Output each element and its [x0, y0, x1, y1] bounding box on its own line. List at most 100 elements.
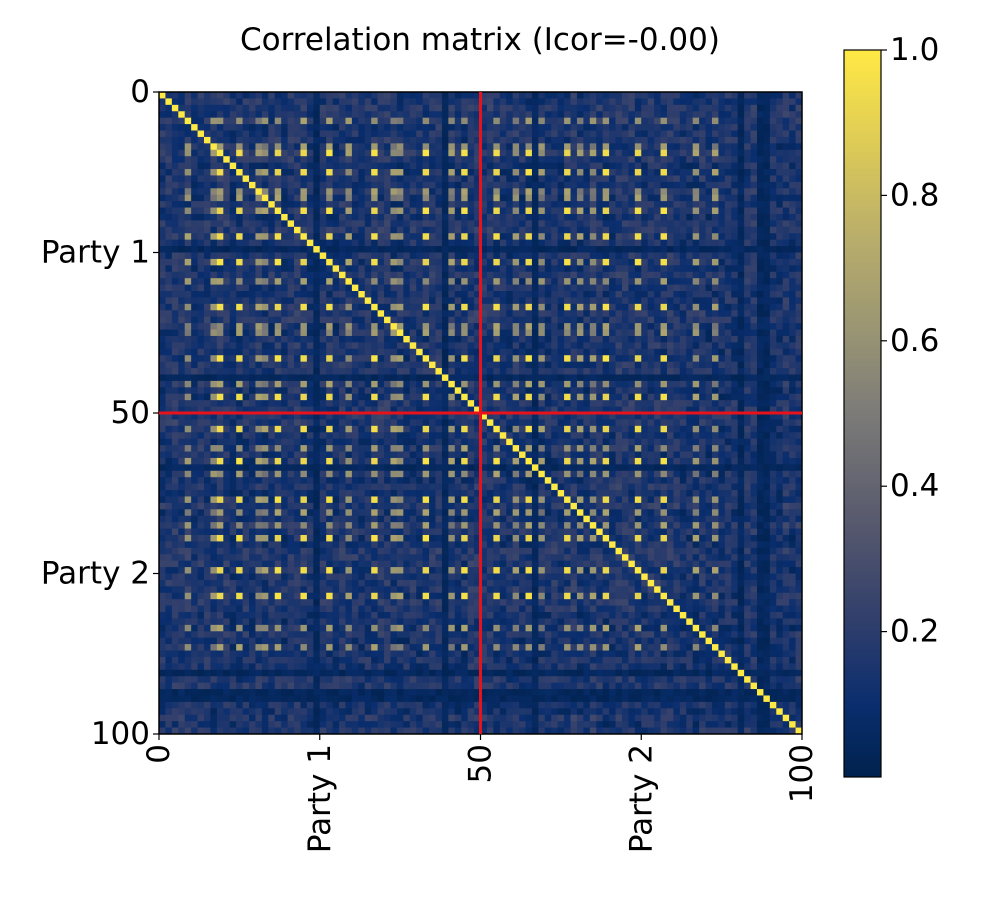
heatmap-cell [602, 374, 610, 382]
heatmap-cell [718, 220, 726, 228]
heatmap-cell [718, 149, 726, 157]
heatmap-cell [229, 188, 237, 196]
heatmap-cell [287, 104, 295, 112]
heatmap-cell [718, 156, 726, 164]
heatmap-cell [519, 239, 526, 247]
heatmap-cell [615, 111, 623, 119]
heatmap-cell [184, 213, 192, 221]
heatmap-cell [441, 374, 449, 382]
heatmap-cell [396, 310, 404, 318]
heatmap-cell [409, 162, 417, 170]
heatmap-cell [602, 124, 610, 131]
heatmap-cell [654, 233, 661, 241]
heatmap-cell [281, 271, 289, 279]
heatmap-cell [705, 226, 713, 234]
heatmap-cell [731, 188, 739, 196]
heatmap-cell [634, 220, 642, 228]
heatmap-cell [551, 220, 559, 228]
heatmap-cell [795, 303, 803, 311]
heatmap-cell [306, 374, 314, 382]
heatmap-cell [763, 252, 771, 260]
heatmap-cell [480, 156, 488, 164]
heatmap-cell [686, 181, 694, 189]
heatmap-cell [223, 136, 231, 144]
heatmap-cell [159, 220, 166, 228]
heatmap-cell [538, 220, 546, 228]
heatmap-cell [506, 117, 514, 125]
heatmap-cell [512, 323, 520, 330]
heatmap-cell [769, 220, 777, 228]
heatmap-cell [519, 278, 526, 286]
heatmap-cell [525, 124, 533, 131]
heatmap-cell [602, 149, 610, 157]
heatmap-cell [364, 201, 372, 209]
heatmap-cell [705, 194, 713, 202]
heatmap-cell [229, 207, 237, 215]
heatmap-cell [178, 393, 186, 401]
heatmap-cell [229, 143, 237, 151]
heatmap-cell [223, 355, 231, 363]
heatmap-cell [448, 355, 456, 363]
heatmap-cell [654, 265, 661, 273]
heatmap-cell [776, 335, 784, 343]
heatmap-cell [538, 374, 546, 382]
heatmap-cell [332, 149, 340, 157]
heatmap-cell [229, 213, 237, 221]
heatmap-cell [448, 111, 456, 119]
heatmap-cell [236, 207, 244, 215]
heatmap-cell [474, 310, 481, 318]
heatmap-cell [403, 271, 411, 279]
heatmap-cell [461, 380, 469, 388]
heatmap-cell [332, 258, 340, 266]
heatmap-cell [596, 361, 604, 369]
heatmap-cell [236, 380, 244, 388]
heatmap-cell [776, 162, 784, 170]
heatmap-cell [351, 278, 359, 286]
heatmap-cell [564, 400, 571, 408]
heatmap-cell [506, 335, 514, 343]
heatmap-cell [583, 335, 591, 343]
heatmap-cell [692, 149, 700, 157]
heatmap-cell [795, 136, 803, 144]
heatmap-cell [377, 355, 385, 363]
heatmap-cell [403, 201, 411, 209]
heatmap-cell [724, 92, 732, 99]
heatmap-cell [345, 265, 353, 273]
heatmap-cell [763, 213, 771, 221]
heatmap-cell [178, 220, 186, 228]
heatmap-cell [191, 92, 199, 99]
heatmap-cell [493, 239, 501, 247]
heatmap-cell [486, 111, 494, 119]
heatmap-cell [570, 387, 578, 395]
heatmap-cell [287, 323, 295, 330]
heatmap-cell [525, 297, 533, 305]
heatmap-cell [229, 335, 237, 343]
heatmap-cell [197, 297, 205, 305]
heatmap-cell [564, 348, 571, 356]
heatmap-cell [416, 393, 424, 401]
heatmap-cell [351, 323, 359, 330]
heatmap-cell [454, 181, 462, 189]
heatmap-cell [242, 374, 250, 382]
heatmap-cell [467, 149, 475, 157]
heatmap-cell [159, 111, 166, 119]
heatmap-cell [660, 303, 668, 311]
heatmap-cell [467, 368, 475, 375]
heatmap-cell [480, 162, 488, 170]
heatmap-cell [377, 265, 385, 273]
heatmap-cell [474, 130, 481, 138]
heatmap-cell [371, 175, 379, 183]
heatmap-cell [178, 194, 186, 202]
heatmap-cell [319, 361, 327, 369]
heatmap-cell [744, 233, 752, 241]
heatmap-cell [249, 194, 256, 202]
heatmap-cell [525, 246, 533, 253]
heatmap-cell [673, 329, 681, 337]
heatmap-cell [384, 92, 391, 99]
heatmap-cell [756, 149, 764, 157]
heatmap-cell [589, 239, 597, 247]
heatmap-cell [679, 143, 687, 151]
heatmap-cell [570, 162, 578, 170]
heatmap-cell [390, 335, 398, 343]
heatmap-cell [519, 316, 526, 324]
